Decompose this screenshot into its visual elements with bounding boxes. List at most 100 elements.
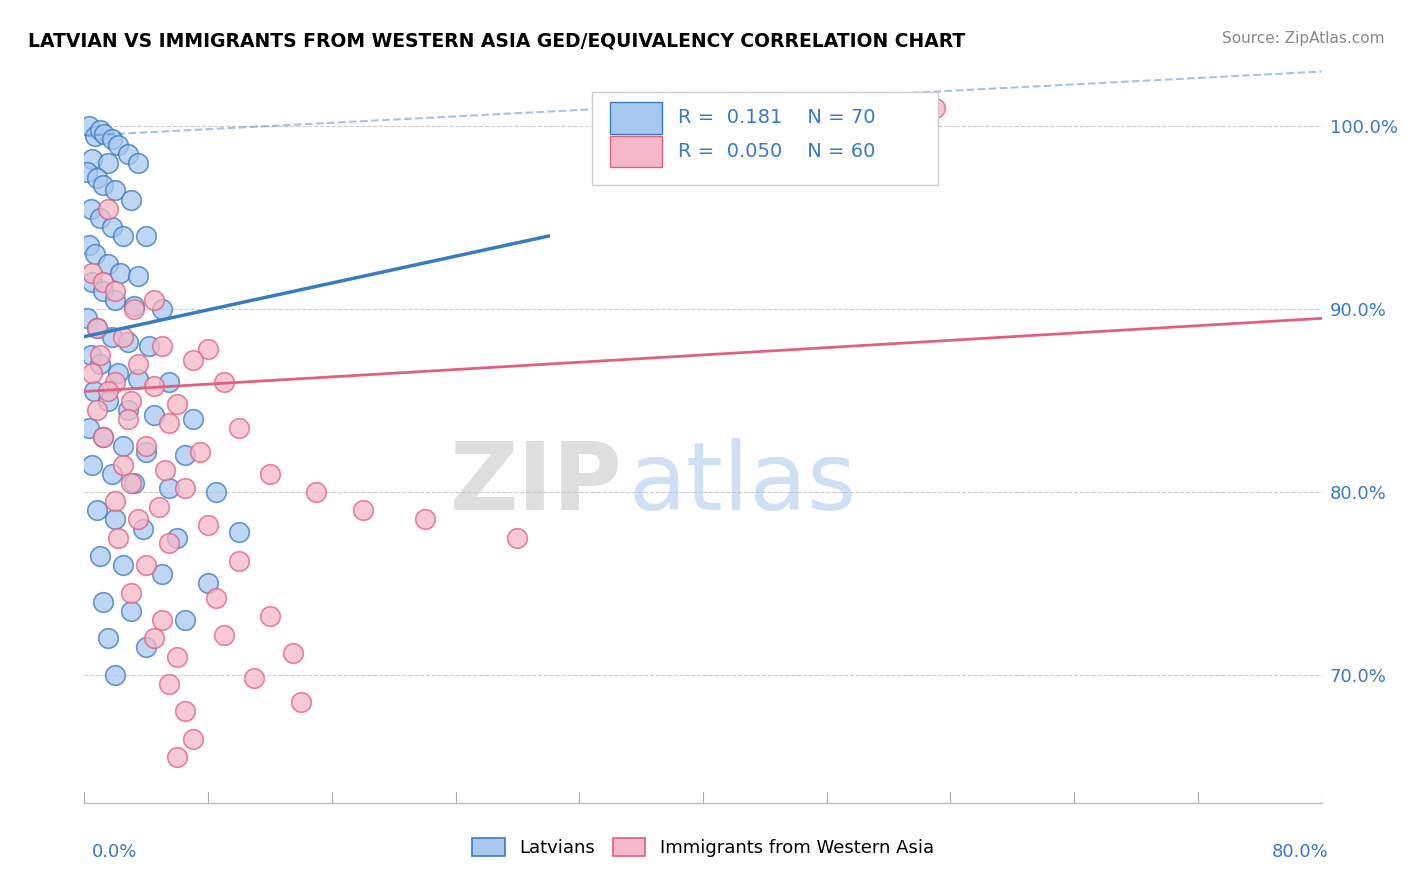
Text: R =  0.050    N = 60: R = 0.050 N = 60 (678, 142, 876, 161)
Point (120, 604, 142, 618)
Point (91, 595, 114, 609)
Point (205, 485, 228, 500)
Point (76, 165, 98, 179)
Point (117, 412, 139, 426)
Text: R =  0.181    N = 70: R = 0.181 N = 70 (678, 109, 876, 128)
Point (150, 339, 173, 353)
Point (181, 353, 204, 368)
Point (150, 613, 173, 627)
Point (181, 412, 204, 426)
Point (205, 591, 228, 605)
Point (104, 183, 127, 197)
Point (77, 421, 100, 435)
Point (107, 137, 129, 152)
Point (82, 266, 104, 280)
Point (84, 247, 107, 261)
Point (281, 646, 305, 660)
Point (228, 554, 250, 568)
Point (89, 549, 111, 563)
Point (86, 402, 108, 417)
Text: LATVIAN VS IMMIGRANTS FROM WESTERN ASIA GED/EQUIVALENCY CORRELATION CHART: LATVIAN VS IMMIGRANTS FROM WESTERN ASIA … (28, 31, 966, 50)
Text: atlas: atlas (628, 439, 858, 531)
Point (86, 320, 108, 334)
Point (108, 266, 131, 280)
Point (143, 379, 166, 393)
Point (82, 458, 104, 472)
Point (91, 178, 114, 192)
Point (197, 576, 219, 591)
Point (79, 202, 101, 216)
Point (120, 193, 142, 207)
Point (112, 329, 135, 343)
Point (120, 585, 142, 599)
Point (120, 475, 142, 490)
Point (143, 409, 166, 423)
Point (159, 416, 180, 430)
Point (82, 366, 104, 380)
Point (86, 320, 108, 334)
Point (104, 293, 127, 307)
Point (117, 335, 139, 350)
Point (104, 494, 127, 508)
Text: Source: ZipAtlas.com: Source: ZipAtlas.com (1222, 31, 1385, 46)
Point (159, 376, 180, 390)
Point (228, 525, 250, 540)
Point (135, 439, 157, 453)
Point (166, 649, 188, 664)
Point (135, 558, 157, 573)
Point (107, 366, 129, 380)
Point (76, 311, 98, 326)
Point (135, 640, 157, 655)
Point (159, 482, 180, 496)
Point (91, 275, 114, 289)
Point (107, 531, 129, 545)
FancyBboxPatch shape (610, 103, 662, 134)
Point (82, 275, 104, 289)
Point (135, 229, 157, 244)
Point (112, 558, 135, 573)
Point (96, 632, 118, 646)
Point (188, 445, 212, 459)
Point (122, 475, 145, 490)
Point (101, 219, 124, 234)
Point (101, 467, 124, 481)
Point (174, 705, 197, 719)
Point (104, 668, 127, 682)
Point (138, 339, 160, 353)
FancyBboxPatch shape (592, 92, 938, 185)
Point (413, 512, 436, 526)
Point (82, 153, 104, 167)
Point (120, 393, 142, 408)
Point (127, 512, 149, 526)
Point (135, 445, 157, 459)
Point (96, 256, 118, 270)
Point (166, 397, 188, 411)
Point (96, 384, 118, 399)
Point (166, 750, 188, 764)
Point (259, 609, 281, 624)
FancyBboxPatch shape (610, 136, 662, 167)
Point (150, 302, 173, 317)
Point (91, 430, 114, 444)
Point (84, 128, 107, 143)
Point (83, 384, 105, 399)
Legend: Latvians, Immigrants from Western Asia: Latvians, Immigrants from Western Asia (465, 830, 941, 864)
Point (174, 613, 197, 627)
Point (96, 202, 118, 216)
Point (104, 376, 127, 390)
Point (89, 348, 111, 362)
Point (127, 372, 149, 386)
Point (305, 485, 328, 500)
Point (127, 357, 149, 371)
Point (159, 677, 180, 691)
Point (86, 170, 108, 185)
Point (143, 632, 166, 646)
Point (212, 627, 235, 641)
Point (153, 463, 176, 477)
Point (259, 467, 281, 481)
Point (112, 439, 135, 453)
Point (166, 531, 188, 545)
Point (89, 211, 111, 225)
Point (117, 402, 139, 417)
Point (101, 132, 124, 146)
